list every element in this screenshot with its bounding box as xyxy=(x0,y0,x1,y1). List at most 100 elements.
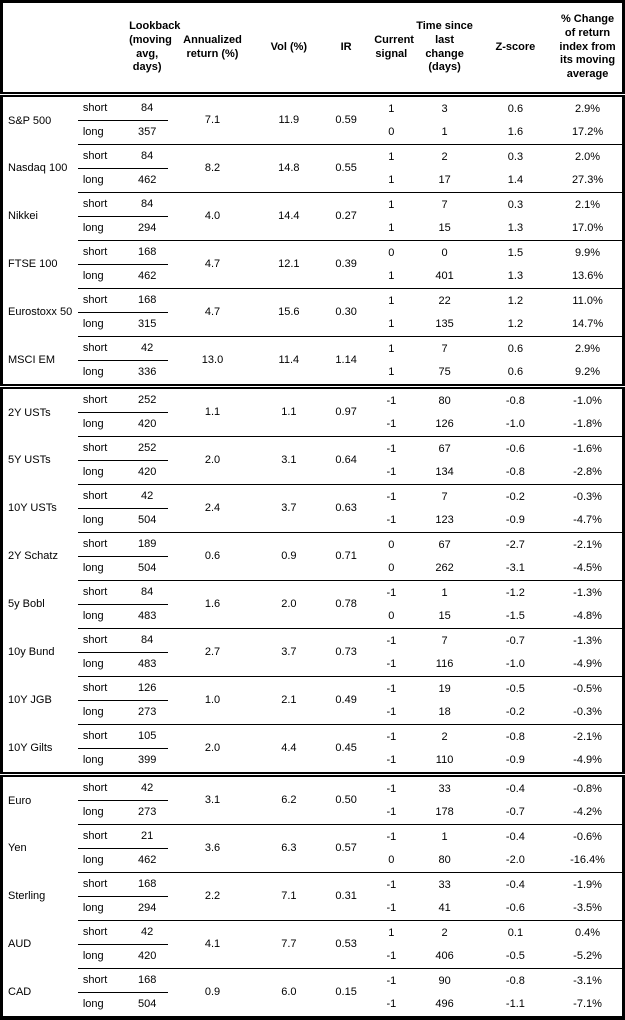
col-header-pct-change: % Change of return index from its moving… xyxy=(553,1,624,97)
pct-change-value-long: 17.0% xyxy=(553,216,624,241)
lookback-value-short: 126 xyxy=(126,676,169,701)
current-signal-value-long: -1 xyxy=(386,998,397,1011)
current-signal-value-long: -1 xyxy=(371,896,412,921)
asset-name: CAD xyxy=(8,986,32,999)
horizon-label-short: short xyxy=(77,920,127,945)
current-signal-value-short: 1 xyxy=(388,150,395,163)
ir-value: 0.97 xyxy=(321,386,372,437)
zscore-value-short: 0.6 xyxy=(507,342,524,355)
table-body: S&P 500 short 84 7.1 11.9 0.59 1 3 0.6 2… xyxy=(1,94,624,1019)
zscore-value-long: -0.9 xyxy=(477,748,554,777)
table-header: Lookback (moving avg, days) Annualized r… xyxy=(1,1,624,97)
horizon-label-long: long xyxy=(82,998,104,1011)
table-row-short: MSCI EM short 42 13.0 11.4 1.14 1 7 0.6 … xyxy=(1,336,624,389)
pct-change-value-long: -4.9% xyxy=(553,748,624,777)
lookback-value-long: 357 xyxy=(126,120,169,145)
col-header-zscore: Z-score xyxy=(477,1,554,97)
lookback-value-long: 504 xyxy=(126,556,169,581)
current-signal-value-short: -1 xyxy=(386,782,397,795)
time-since-value-long: 15 xyxy=(411,604,478,629)
current-signal-value-long: -1 xyxy=(371,944,412,969)
lookback-value-long: 504 xyxy=(126,508,169,533)
table-row-short: CAD short 168 0.9 6.0 0.15 -1 90 -0.8 -3… xyxy=(2,968,624,998)
horizon-label-long: long xyxy=(77,264,127,289)
current-signal-value-long: -1 xyxy=(371,460,412,485)
annualized-return-value: 2.0 xyxy=(168,724,257,777)
horizon-label-long: long xyxy=(77,120,127,145)
current-signal-value-short: -1 xyxy=(386,634,397,647)
annualized-return-value: 0.9 xyxy=(204,986,221,999)
annualized-return-value: 8.2 xyxy=(168,144,257,193)
current-signal-value-short: 0 xyxy=(388,538,395,551)
current-signal-value-long: 0 xyxy=(371,848,412,873)
ir-value: 0.49 xyxy=(321,676,372,725)
current-signal-value-short: 1 xyxy=(388,294,395,307)
pct-change-value-short: -0.3% xyxy=(573,490,602,503)
pct-change-value-short: -1.3% xyxy=(573,634,602,647)
horizon-label-long: long xyxy=(77,412,127,437)
horizon-label-long: long xyxy=(77,168,127,193)
vol-value: 3.7 xyxy=(256,628,321,677)
current-signal-value-long: -1 xyxy=(371,700,412,725)
time-since-value-short: 2 xyxy=(441,926,448,939)
pct-change-value-long: -3.5% xyxy=(553,896,624,921)
annualized-return-value: 3.1 xyxy=(168,774,257,825)
time-since-value-long: 178 xyxy=(411,800,478,825)
current-signal-value-short: 0 xyxy=(388,246,395,259)
table-row-short: Nasdaq 100 short 84 8.2 14.8 0.55 1 2 0.… xyxy=(2,144,624,193)
vol-value: 11.9 xyxy=(256,94,321,145)
time-since-value-long: 135 xyxy=(411,312,478,337)
table-row-short: Eurostoxx 50 short 168 4.7 15.6 0.30 1 2… xyxy=(2,288,624,337)
lookback-value-long: 315 xyxy=(126,312,169,337)
asset-name: 5y Bobl xyxy=(8,598,45,611)
lookback-value-long: 504 xyxy=(138,998,157,1011)
pct-change-value-long: 17.2% xyxy=(553,120,624,145)
lookback-value-short: 84 xyxy=(126,192,169,217)
horizon-label-short: short xyxy=(77,484,127,509)
pct-change-value-long: -2.8% xyxy=(553,460,624,485)
lookback-value-short: 84 xyxy=(126,94,169,121)
zscore-value-long: 0.6 xyxy=(477,360,554,389)
lookback-value-long: 462 xyxy=(126,264,169,289)
lookback-value-long: 462 xyxy=(126,168,169,193)
zscore-value-long: -1.1 xyxy=(505,998,525,1011)
zscore-value-long: -2.0 xyxy=(477,848,554,873)
annualized-return-value: 4.1 xyxy=(168,920,257,969)
asset-name: 10y Bund xyxy=(8,646,55,659)
table-row-long: long 294 1 15 1.3 17.0% xyxy=(2,216,624,241)
annualized-return-value: 1.1 xyxy=(168,386,257,437)
horizon-label-long: long xyxy=(77,652,127,677)
lookback-value-long: 420 xyxy=(126,460,169,485)
horizon-label-short: short xyxy=(77,144,127,169)
annualized-return-value: 1.6 xyxy=(168,580,257,629)
lookback-value-short: 84 xyxy=(126,144,169,169)
annualized-return-value: 7.1 xyxy=(168,94,257,145)
pct-change-value-short: -1.9% xyxy=(573,878,602,891)
vol-value: 7.1 xyxy=(256,872,321,921)
annualized-return-value: 2.7 xyxy=(168,628,257,677)
lookback-value-long: 294 xyxy=(126,896,169,921)
table-row-short: Nikkei short 84 4.0 14.4 0.27 1 7 0.3 2.… xyxy=(2,192,624,241)
annualized-return-value: 0.6 xyxy=(168,532,257,581)
zscore-value-short: -0.4 xyxy=(505,782,525,795)
horizon-label-short: short xyxy=(77,436,127,461)
time-since-value-short: 90 xyxy=(438,974,451,987)
asset-name: 5Y USTs xyxy=(8,454,51,467)
horizon-label-long: long xyxy=(77,360,127,389)
col-header-horizon xyxy=(77,1,127,97)
horizon-label-short: short xyxy=(77,580,127,605)
time-since-value-long: 126 xyxy=(411,412,478,437)
current-signal-value-short: -1 xyxy=(386,490,397,503)
table-row-short: Sterling short 168 2.2 7.1 0.31 -1 33 -0… xyxy=(2,872,624,921)
vol-value: 2.0 xyxy=(256,580,321,629)
table-row-long: long 273 -1 178 -0.7 -4.2% xyxy=(2,800,624,825)
time-since-value-long: 496 xyxy=(435,998,454,1011)
vol-value: 7.7 xyxy=(256,920,321,969)
horizon-label-short: short xyxy=(77,968,127,993)
current-signal-value-short: 1 xyxy=(388,926,395,939)
ir-value: 0.57 xyxy=(321,824,372,873)
table-row-short: Yen short 21 3.6 6.3 0.57 -1 1 -0.4 -0.6… xyxy=(2,824,624,873)
time-since-value-long: 41 xyxy=(411,896,478,921)
time-since-value-long: 406 xyxy=(411,944,478,969)
